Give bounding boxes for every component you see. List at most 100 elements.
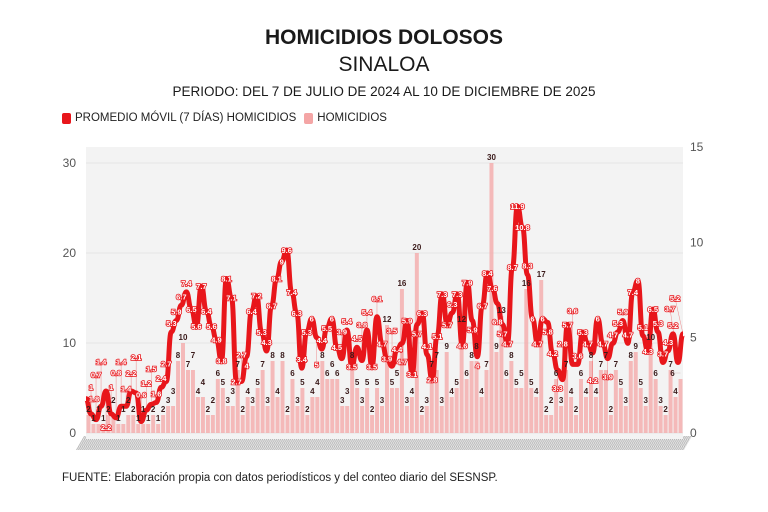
homicides-bar [419,415,424,433]
moving-average-data-label: 2.8 [557,340,567,349]
homicides-data-label: 10 [179,333,188,342]
homicides-bar [459,325,464,433]
homicides-data-label: 5 [519,369,524,378]
homicides-data-label: 4 [479,387,484,396]
homicides-bar [593,397,598,433]
moving-average-data-label: 3.6 [567,306,577,315]
moving-average-data-label: 5.1 [432,332,442,341]
left-axis-tick-label: 10 [63,336,77,350]
homicides-bar [365,388,370,433]
homicides-bar [146,424,151,433]
moving-average-data-label: 6.5 [648,305,658,314]
homicides-bar [569,397,574,433]
homicides-data-label: 8 [589,351,594,360]
homicides-data-label: 4 [275,387,280,396]
homicides-bar [673,397,678,433]
homicides-data-label: 8 [629,351,634,360]
moving-average-data-label: 1.4 [96,357,107,366]
homicides-bar [280,361,285,433]
homicides-bar [305,415,310,433]
moving-average-data-label: 6 [596,315,600,324]
homicides-bar [325,379,330,433]
chart-period: PERIODO: DEL 7 DE JULIO DE 2024 AL 10 DE… [172,84,596,99]
moving-average-data-label: 6 [310,315,314,324]
homicides-data-label: 6 [670,369,675,378]
moving-average-data-label: 2.4 [156,374,167,383]
homicides-bar [181,343,185,433]
moving-average-data-label: 3.9 [337,328,347,337]
right-axis-tick-label: 15 [690,140,704,154]
moving-average-data-label: 7.1 [226,294,236,303]
homicides-bar [404,406,409,433]
homicides-bar [663,415,668,433]
moving-average-data-label: 1.4 [121,384,132,393]
homicides-bar [161,415,166,433]
homicides-data-label: 7 [191,351,196,360]
moving-average-data-label: 3.9 [382,355,392,364]
homicides-data-label: 7 [599,360,604,369]
homicides-data-label: 7 [430,360,435,369]
moving-average-data-label: 3.5 [347,362,357,371]
homicides-bar [215,379,220,433]
moving-average-data-label: 5.6 [206,322,216,331]
homicides-data-label: 3 [405,396,410,405]
moving-average-line [83,203,686,425]
homicides-data-label: 2 [211,396,216,405]
homicides-data-label: 1 [156,414,161,423]
homicides-data-label: 6 [216,369,221,378]
homicides-data-label: 5 [300,378,305,387]
moving-average-data-label: 9 [280,257,284,266]
chart-subtitle: SINALOA [338,53,430,76]
homicides-data-label: 1 [96,405,101,414]
homicides-data-label: 2 [544,405,549,414]
homicides-data-label: 3 [380,396,385,405]
moving-average-data-label: 7.9 [462,278,472,287]
moving-average-data-label: 6.7 [477,301,487,310]
moving-average-data-label: 4.1 [422,342,432,351]
moving-average-data-label: 3.5 [387,326,397,335]
moving-average-data-label: 6.8 [492,317,502,326]
homicides-bar [544,415,549,433]
moving-average-data-label: 5.2 [668,321,678,330]
moving-average-data-label: 6.3 [417,309,427,318]
homicides-bar [151,415,156,433]
homicides-data-label: 5 [255,378,260,387]
homicides-bar [91,424,96,433]
moving-average-data-label: 5.1 [638,323,648,332]
moving-average-data-label: 1.5 [146,364,156,373]
right-axis-tick-label: 5 [690,331,697,345]
moving-average-data-label: 5.3 [613,319,623,328]
homicides-bar [111,415,116,433]
moving-average-data-label: 2.8 [427,376,437,385]
moving-average-data-label: 5.3 [256,328,266,337]
homicides-bar [504,379,509,433]
moving-average-data-label: 2.7 [231,378,241,387]
homicides-bar [588,361,593,433]
homicides-bar [295,406,300,433]
legend-label-moving-average[interactable]: PROMEDIO MÓVIL (7 DÍAS) HOMICIDIOS [75,112,297,124]
moving-average-data-label: 5.3 [577,328,587,337]
homicides-bar [613,370,618,433]
homicides-data-label: 2 [420,405,425,414]
homicides-bar [618,388,623,433]
homicides-data-label: 4 [584,387,589,396]
homicides-data-label: 5 [390,378,395,387]
homicides-data-label: 5 [529,378,534,387]
homicides-data-label: 9 [494,342,499,351]
homicides-data-label: 4 [569,387,574,396]
homicides-data-label: 3 [643,396,648,405]
moving-average-data-label: 6.5 [186,305,196,314]
homicides-data-label: 17 [537,270,546,279]
homicides-bar [315,397,320,433]
homicides-bar [668,370,673,433]
legend-label-homicides[interactable]: HOMICIDIOS [317,112,387,124]
moving-average-data-label: 7.2 [251,292,261,301]
homicides-data-label: 2 [609,405,614,414]
left-axis-tick-label: 30 [63,156,77,170]
homicides-bar [579,379,583,433]
homicides-data-label: 2 [161,405,166,414]
homicides-bar [290,379,295,433]
homicides-data-label: 2 [111,396,116,405]
homicides-bar [101,424,106,433]
homicides-data-label: 3 [360,396,365,405]
